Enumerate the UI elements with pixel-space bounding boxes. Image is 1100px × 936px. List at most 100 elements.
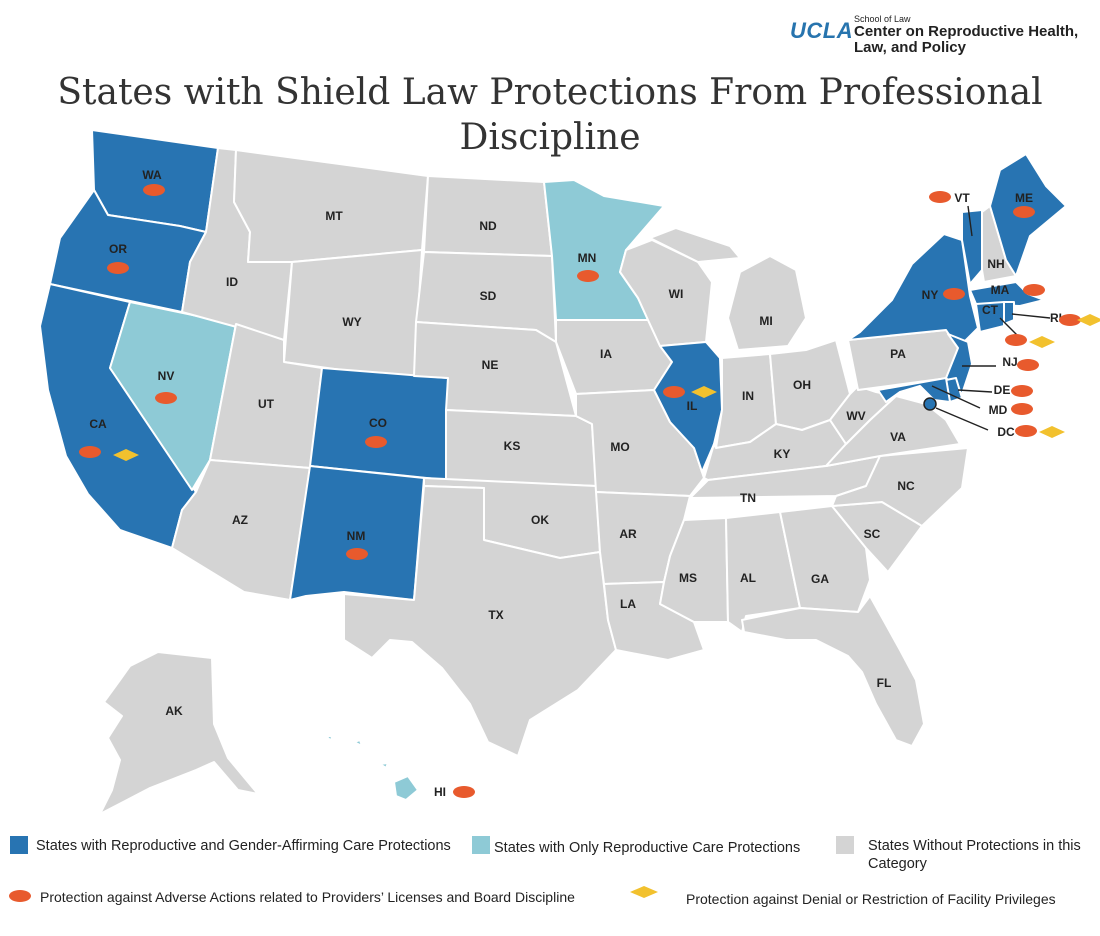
state-label-NY: NY xyxy=(922,288,939,302)
state-label-MS: MS xyxy=(679,571,697,585)
state-label-ND: ND xyxy=(479,219,497,233)
state-label-MN: MN xyxy=(578,251,597,265)
state-label-IN: IN xyxy=(742,389,754,403)
state-label-WI: WI xyxy=(669,287,684,301)
state-label-RI: RI xyxy=(1050,311,1062,325)
legend-swatch-full xyxy=(10,836,28,854)
state-DC xyxy=(923,397,937,411)
legend-label-full: States with Reproductive and Gender-Affi… xyxy=(36,838,451,854)
license-marker-DC xyxy=(1015,425,1037,437)
state-MD xyxy=(877,377,951,403)
state-label-MI: MI xyxy=(759,314,772,328)
school-of-law-label: School of Law xyxy=(854,14,911,24)
state-label-DC: DC xyxy=(997,425,1015,439)
state-label-OK: OK xyxy=(531,513,549,527)
state-label-SD: SD xyxy=(480,289,497,303)
state-label-AZ: AZ xyxy=(232,513,248,527)
state-label-IL: IL xyxy=(687,399,698,413)
facility-marker-RI xyxy=(1077,314,1100,326)
state-label-DE: DE xyxy=(994,383,1011,397)
state-VT xyxy=(961,209,983,285)
state-label-UT: UT xyxy=(258,397,275,411)
state-label-MD: MD xyxy=(989,403,1008,417)
legend-license-marker xyxy=(9,890,31,902)
state-label-OR: OR xyxy=(109,242,127,256)
license-marker-MA xyxy=(1023,284,1045,296)
state-label-NV: NV xyxy=(158,369,175,383)
facility-marker-DC xyxy=(1039,426,1065,438)
state-label-NH: NH xyxy=(987,257,1004,271)
state-label-AK: AK xyxy=(165,704,183,718)
state-label-CA: CA xyxy=(89,417,107,431)
license-marker-CA xyxy=(79,446,101,458)
state-MT xyxy=(233,149,429,263)
state-MI xyxy=(649,227,807,351)
state-label-SC: SC xyxy=(864,527,881,541)
state-label-MA: MA xyxy=(991,283,1010,297)
license-marker-WA xyxy=(143,184,165,196)
legend-label-license: Protection against Adverse Actions relat… xyxy=(40,889,575,905)
license-marker-MN xyxy=(577,270,599,282)
state-CT xyxy=(975,301,1005,333)
license-marker-RI xyxy=(1059,314,1081,326)
state-label-NM: NM xyxy=(347,529,366,543)
legend-swatch-none xyxy=(836,836,854,854)
license-marker-ME xyxy=(1013,206,1035,218)
state-label-TX: TX xyxy=(488,608,503,622)
state-label-TN: TN xyxy=(740,491,756,505)
license-marker-MD xyxy=(1011,403,1033,415)
state-label-CO: CO xyxy=(369,416,387,430)
state-NC xyxy=(831,447,969,527)
license-marker-NV xyxy=(155,392,177,404)
state-label-MO: MO xyxy=(610,440,629,454)
state-RI xyxy=(1003,301,1015,325)
state-label-HI: HI xyxy=(434,785,446,799)
license-marker-IL xyxy=(663,386,685,398)
state-ND xyxy=(423,175,553,257)
state-label-NC: NC xyxy=(897,479,915,493)
license-marker-DE xyxy=(1011,385,1033,397)
state-TX xyxy=(343,485,617,757)
state-label-PA: PA xyxy=(890,347,906,361)
state-label-ID: ID xyxy=(226,275,238,289)
state-AK xyxy=(99,651,259,815)
state-label-GA: GA xyxy=(811,572,829,586)
license-marker-NJ xyxy=(1017,359,1039,371)
state-label-CT: CT xyxy=(982,303,999,317)
license-marker-OR xyxy=(107,262,129,274)
facility-marker-IL xyxy=(691,386,717,398)
state-label-WY: WY xyxy=(342,315,361,329)
ucla-logo: UCLA School of Law Center on Reproductiv… xyxy=(790,14,1090,59)
state-label-KS: KS xyxy=(504,439,521,453)
legend-label-facility: Protection against Denial or Restriction… xyxy=(686,891,1056,907)
state-HI xyxy=(325,735,419,801)
state-label-LA: LA xyxy=(620,597,636,611)
state-KS xyxy=(445,409,597,487)
legend-label-none: States Without Protections in this Categ… xyxy=(868,838,1081,872)
state-NY xyxy=(847,233,979,349)
map-title: States with Shield Law Protections From … xyxy=(57,72,1043,158)
state-label-AR: AR xyxy=(619,527,637,541)
license-marker-VT xyxy=(929,191,951,203)
state-label-WV: WV xyxy=(846,409,865,423)
legend xyxy=(9,836,854,902)
legend-facility-marker xyxy=(630,886,658,898)
state-label-AL: AL xyxy=(740,571,756,585)
center-name: Center on Reproductive Health, Law, and … xyxy=(854,23,1079,56)
state-label-ME: ME xyxy=(1015,191,1033,205)
state-label-NE: NE xyxy=(482,358,499,372)
state-IL xyxy=(653,341,723,473)
state-label-OH: OH xyxy=(793,378,811,392)
facility-marker-CA xyxy=(113,449,139,461)
facility-marker-CT xyxy=(1029,336,1055,348)
license-marker-NM xyxy=(346,548,368,560)
legend-label-repro-only: States with Only Reproductive Care Prote… xyxy=(494,840,801,856)
state-label-WA: WA xyxy=(142,168,162,182)
license-marker-NY xyxy=(943,288,965,300)
state-label-KY: KY xyxy=(774,447,791,461)
state-label-IA: IA xyxy=(600,347,612,361)
state-label-VA: VA xyxy=(890,430,906,444)
ucla-wordmark: UCLA xyxy=(790,18,854,43)
state-FL xyxy=(741,595,925,747)
